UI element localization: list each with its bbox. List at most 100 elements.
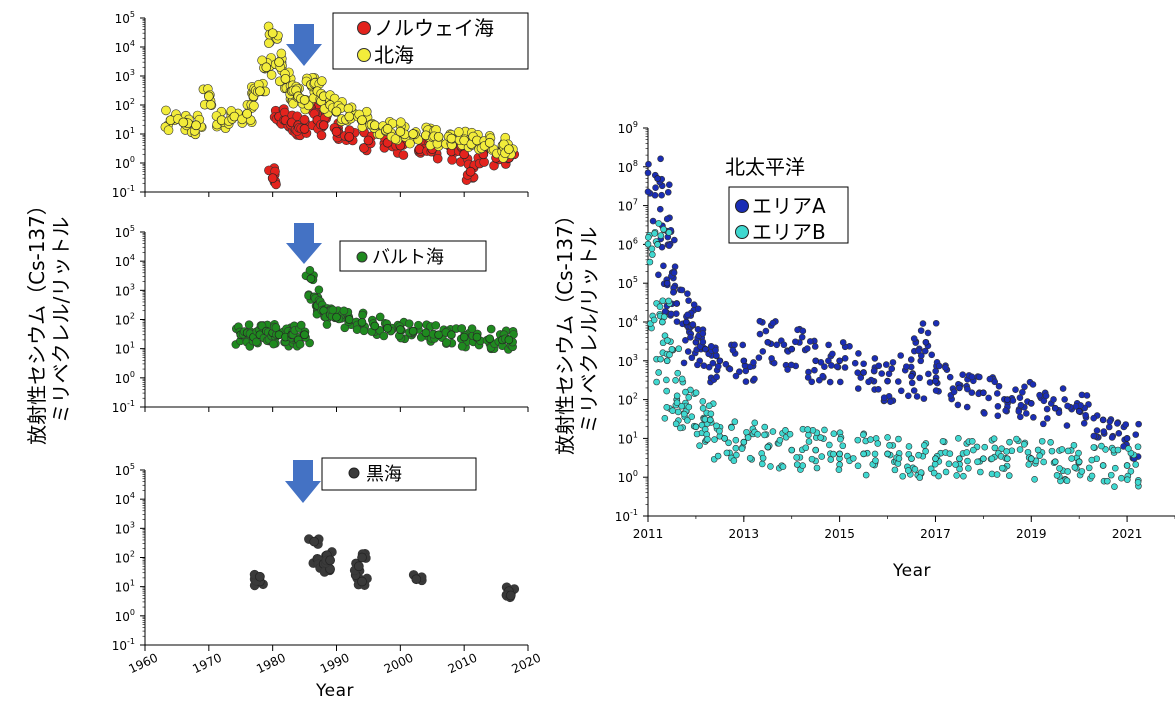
- legend-marker-baltic-sea: [356, 251, 368, 263]
- data-point-cloud: [916, 474, 924, 481]
- data-point-cloud: [700, 362, 708, 370]
- data-point-cloud: [1017, 413, 1024, 421]
- data-point-cloud: [754, 430, 761, 438]
- data-point-cloud: [1083, 392, 1091, 399]
- y-tick-label: 100: [618, 469, 638, 485]
- data-point: [267, 173, 278, 184]
- data-point-cloud: [799, 462, 806, 469]
- data-point: [860, 369, 867, 376]
- y-tick-label: 103: [115, 520, 135, 536]
- data-point-cloud: [666, 351, 673, 358]
- x-axis-title-left: Year: [315, 681, 354, 701]
- data-point: [692, 423, 700, 431]
- data-point: [659, 318, 666, 326]
- data-point-cloud: [931, 460, 939, 468]
- data-point: [956, 384, 963, 392]
- legend-norway-north: ノルウェイ海 北海: [332, 12, 529, 70]
- data-point-cloud: [920, 442, 928, 449]
- x-tick-label: 1960: [127, 651, 161, 677]
- data-point-cloud: [837, 435, 844, 443]
- data-point-cloud: [467, 324, 477, 333]
- data-point-cloud: [904, 467, 912, 474]
- data-point: [1051, 458, 1059, 466]
- data-point-cloud: [1023, 410, 1030, 417]
- data-point-cloud: [343, 103, 354, 114]
- data-point-cloud: [808, 378, 816, 386]
- data-point: [663, 279, 671, 287]
- data-point-cloud: [1020, 441, 1028, 448]
- data-point-cloud: [1122, 421, 1130, 428]
- data-point-cloud: [875, 362, 883, 370]
- data-point-cloud: [895, 455, 903, 462]
- data-point-cloud: [808, 455, 816, 463]
- data-point-cloud: [163, 125, 174, 136]
- data-point-cloud: [786, 430, 794, 438]
- data-point: [1027, 455, 1035, 463]
- data-point: [1099, 416, 1107, 424]
- data-point-cloud: [431, 321, 441, 330]
- data-point: [1051, 404, 1059, 412]
- data-point-cloud: [959, 371, 966, 378]
- data-point: [267, 28, 278, 39]
- data-point-cloud: [668, 346, 676, 353]
- data-point-cloud: [672, 376, 679, 384]
- data-point-cloud: [266, 70, 277, 80]
- data-point-cloud: [305, 265, 315, 275]
- data-point-cloud: [954, 401, 962, 409]
- data-point-cloud: [952, 461, 959, 468]
- data-point-cloud: [963, 449, 971, 456]
- data-point-cloud: [674, 369, 682, 377]
- data-point: [274, 57, 284, 68]
- data-point-cloud: [680, 359, 688, 367]
- data-point-cloud: [1039, 420, 1047, 428]
- data-point-cloud: [803, 345, 811, 352]
- data-point-cloud: [685, 297, 692, 304]
- data-point-cloud: [880, 394, 888, 402]
- data-point-cloud: [699, 398, 707, 405]
- data-point: [459, 332, 469, 342]
- data-point-cloud: [811, 366, 818, 374]
- data-point-cloud: [794, 326, 801, 334]
- data-point: [764, 443, 772, 451]
- data-point-cloud: [830, 430, 838, 437]
- data-point: [357, 576, 367, 587]
- series-1: [249, 534, 520, 603]
- data-point-cloud: [1021, 383, 1028, 391]
- data-point-cloud: [205, 100, 216, 110]
- data-point-cloud: [976, 373, 983, 381]
- data-point-cloud: [661, 308, 669, 315]
- data-point-cloud: [1030, 414, 1037, 421]
- data-point-cloud: [932, 319, 940, 327]
- data-point-cloud: [998, 464, 1006, 472]
- data-point-cloud: [252, 337, 261, 347]
- data-point-cloud: [968, 373, 976, 381]
- data-point-cloud: [1078, 468, 1086, 475]
- data-point-cloud: [888, 365, 896, 373]
- data-point-cloud: [985, 394, 992, 402]
- data-point-cloud: [676, 424, 684, 432]
- y-tick-label: 101: [618, 430, 638, 446]
- data-point-cloud: [886, 442, 893, 449]
- data-point-cloud: [316, 130, 327, 141]
- y-tick-label: 10-1: [112, 399, 135, 415]
- panel-norway-north-sea: 105 104 103 102 101 100 10-1: [112, 10, 529, 200]
- data-point: [682, 318, 690, 326]
- data-point-cloud: [664, 188, 672, 196]
- data-point-cloud: [680, 410, 688, 418]
- data-point-cloud: [1111, 464, 1119, 472]
- data-point: [505, 590, 516, 601]
- data-point-cloud: [1114, 446, 1122, 454]
- data-point-cloud: [819, 372, 827, 380]
- data-point-cloud: [432, 153, 443, 164]
- data-point: [369, 120, 380, 131]
- data-point-cloud: [699, 404, 707, 412]
- y-tick-label: 102: [618, 392, 638, 408]
- data-point-cloud: [1090, 444, 1098, 451]
- data-point-cloud: [454, 127, 464, 137]
- legend-label-area-a: エリアA: [752, 194, 826, 218]
- y-tick-label: 100: [115, 155, 135, 171]
- legend-marker-norwegian-sea: [357, 21, 371, 35]
- data-point: [332, 312, 341, 322]
- data-point-cloud: [713, 422, 720, 430]
